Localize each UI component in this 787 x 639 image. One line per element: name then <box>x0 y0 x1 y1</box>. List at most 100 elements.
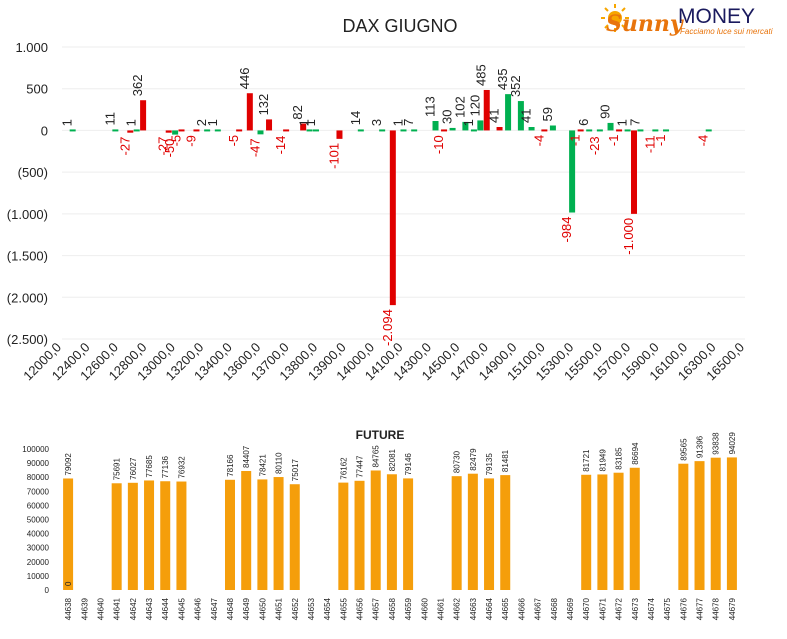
future-bar-label: 83185 <box>615 447 624 470</box>
sunny-money-logo: Sunny MONEY Facciamo luce sui mercati <box>600 2 785 42</box>
dax-bar <box>246 93 253 131</box>
dax-bar-label: -27 <box>156 137 171 156</box>
dax-bar <box>336 130 343 139</box>
future-bar <box>451 476 462 590</box>
dax-bar <box>127 130 134 133</box>
brand-word-money: MONEY <box>678 5 755 28</box>
future-bar-label: 77685 <box>145 455 154 478</box>
dax-bar <box>178 129 185 132</box>
future-x-tick-label: 44638 <box>64 597 73 620</box>
dax-bar <box>140 100 147 131</box>
future-bar-label: 79135 <box>485 453 494 476</box>
dax-bar-label: 120 <box>467 95 482 117</box>
future-y-tick-label: 60000 <box>27 501 50 510</box>
future-bar-label: 80730 <box>453 450 462 473</box>
dax-bar <box>441 129 448 132</box>
dax-bar-label: 82 <box>290 105 305 119</box>
dax-bar-label: 362 <box>130 75 145 97</box>
future-bar-label: 84407 <box>242 445 251 468</box>
future-x-tick-label: 44642 <box>129 597 138 620</box>
future-x-tick-label: 44663 <box>469 597 478 620</box>
dax-bar-label: 6 <box>576 119 591 126</box>
future-bar <box>289 484 300 590</box>
dax-bar-label: -1 <box>606 135 621 147</box>
dax-bar <box>236 129 243 132</box>
future-bar-label: 94029 <box>728 432 737 455</box>
future-bar-label: 76027 <box>129 457 138 480</box>
future-bar-label: 81721 <box>582 449 591 472</box>
future-x-tick-label: 44667 <box>534 597 543 620</box>
future-x-tick-label: 44665 <box>501 597 510 620</box>
future-x-tick-label: 44650 <box>258 597 267 620</box>
future-x-tick-label: 44649 <box>242 597 251 620</box>
future-x-tick-label: 44654 <box>323 597 332 620</box>
future-bar-label: 82081 <box>388 448 397 471</box>
future-x-tick-label: 44676 <box>679 597 688 620</box>
dax-bar-label: -101 <box>326 143 341 169</box>
dax-bar-label: 1 <box>124 119 139 126</box>
future-y-tick-label: 70000 <box>27 487 50 496</box>
future-x-tick-label: 44672 <box>615 597 624 620</box>
dax-bar-label: -4 <box>531 135 546 147</box>
future-bar-zero-label: 0 <box>64 581 73 586</box>
future-x-tick-label: 44651 <box>275 597 284 620</box>
dax-bar-label: -1 <box>653 135 668 147</box>
dax-bar <box>312 129 319 132</box>
dax-bar <box>204 129 211 132</box>
future-bar-label: 89565 <box>679 438 688 461</box>
future-bar <box>63 478 74 590</box>
future-x-tick-label: 44662 <box>453 597 462 620</box>
dax-y-tick-label: (1.500) <box>7 249 48 264</box>
dax-bar-label: -4 <box>696 135 711 147</box>
dax-bar <box>477 120 484 131</box>
future-x-tick-label: 44668 <box>550 597 559 620</box>
future-bar <box>500 475 511 590</box>
future-bar-label: 86694 <box>631 442 640 465</box>
future-bar <box>710 457 721 590</box>
dax-y-tick-label: (500) <box>18 165 48 180</box>
dax-bar-label: 30 <box>440 109 455 123</box>
dax-bar-label: 1 <box>461 119 476 126</box>
future-bar <box>613 472 624 590</box>
dax-bar <box>389 130 396 306</box>
future-x-tick-label: 44679 <box>728 597 737 620</box>
future-x-tick-label: 44643 <box>145 597 154 620</box>
future-bar <box>160 481 171 590</box>
future-y-tick-label: 80000 <box>27 473 50 482</box>
dax-bar-label: 2 <box>194 119 209 126</box>
dax-bar-label: 90 <box>598 104 613 118</box>
future-x-tick-label: 44639 <box>80 597 89 620</box>
dax-bar-label: 352 <box>508 75 523 97</box>
dax-bar-label: 1 <box>303 119 318 126</box>
future-bar <box>111 483 122 590</box>
future-bar-label: 76162 <box>339 457 348 480</box>
dax-bar-label: -1 <box>568 135 583 147</box>
dax-bar <box>652 129 659 132</box>
dax-bar <box>596 129 603 132</box>
dax-bar-label: -11 <box>642 135 657 153</box>
future-bars: 79092 75691 76027 77685 77136 76932 78166 84407… <box>63 432 737 590</box>
future-y-tick-label: 100000 <box>22 445 49 454</box>
future-bar-label: 76932 <box>177 456 186 479</box>
dax-bar <box>462 121 469 131</box>
dax-bar-label: -47 <box>247 138 262 157</box>
dax-bar <box>214 129 221 132</box>
future-bar <box>403 478 414 590</box>
future-bar-label: 75691 <box>113 457 122 480</box>
dax-bar <box>133 129 140 132</box>
dax-bar <box>283 129 290 132</box>
future-bar <box>176 481 187 590</box>
future-bar <box>694 461 705 590</box>
dax-bar-label: 1 <box>60 119 75 126</box>
dax-bar-label: -1.000 <box>621 218 636 255</box>
future-x-tick-label: 44646 <box>194 597 203 620</box>
dax-bar-label: 1 <box>615 119 630 126</box>
dax-bar <box>528 127 535 131</box>
dax-bar-label: 7 <box>401 119 416 126</box>
future-x-tick-label: 44673 <box>631 597 640 620</box>
dax-bar-label: 485 <box>474 64 489 86</box>
dax-y-tick-label: (1.000) <box>7 207 48 222</box>
dax-bar <box>637 129 644 132</box>
